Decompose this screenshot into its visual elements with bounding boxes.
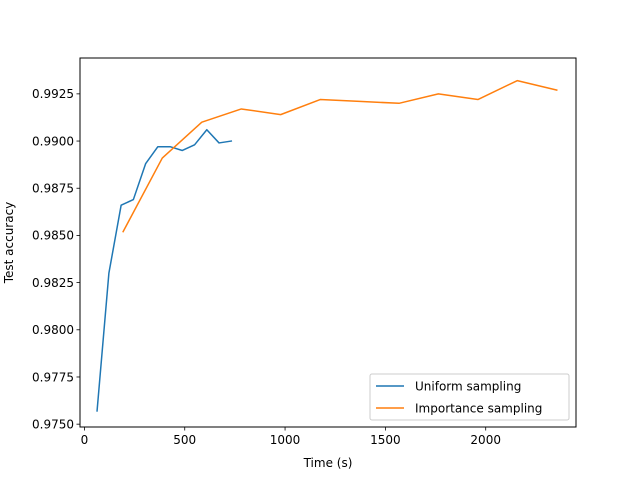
y-tick-label: 0.9750 bbox=[32, 417, 74, 431]
y-tick-label: 0.9825 bbox=[32, 276, 74, 290]
legend: Uniform sampling Importance sampling bbox=[369, 373, 570, 421]
x-tick-label: 0 bbox=[81, 433, 89, 447]
x-axis-label: Time (s) bbox=[303, 456, 353, 470]
x-tick-label: 2000 bbox=[470, 433, 501, 447]
legend-label-1: Importance sampling bbox=[415, 401, 542, 415]
legend-label-0: Uniform sampling bbox=[415, 379, 521, 393]
y-axis: 0.9750 0.9775 0.9800 0.9825 0.9850 0.9875 0.99… bbox=[32, 87, 80, 431]
x-tick-label: 1500 bbox=[370, 433, 401, 447]
y-tick-label: 0.9925 bbox=[32, 87, 74, 101]
plot-series bbox=[96, 79, 558, 412]
y-tick-label: 0.9800 bbox=[32, 323, 74, 337]
x-tick-label: 500 bbox=[173, 433, 196, 447]
y-tick-label: 0.9775 bbox=[32, 370, 74, 384]
y-tick-label: 0.9900 bbox=[32, 134, 74, 148]
y-axis-label: Test accuracy bbox=[2, 202, 16, 285]
plot-frame bbox=[79, 57, 577, 428]
y-tick-label: 0.9850 bbox=[32, 229, 74, 243]
series-line-0 bbox=[96, 128, 233, 412]
legend-box bbox=[369, 373, 570, 421]
x-tick-label: 1000 bbox=[270, 433, 301, 447]
x-axis: 0 500 1000 1500 2000 bbox=[81, 427, 501, 447]
series-line-1 bbox=[122, 79, 558, 233]
y-tick-label: 0.9875 bbox=[32, 182, 74, 196]
